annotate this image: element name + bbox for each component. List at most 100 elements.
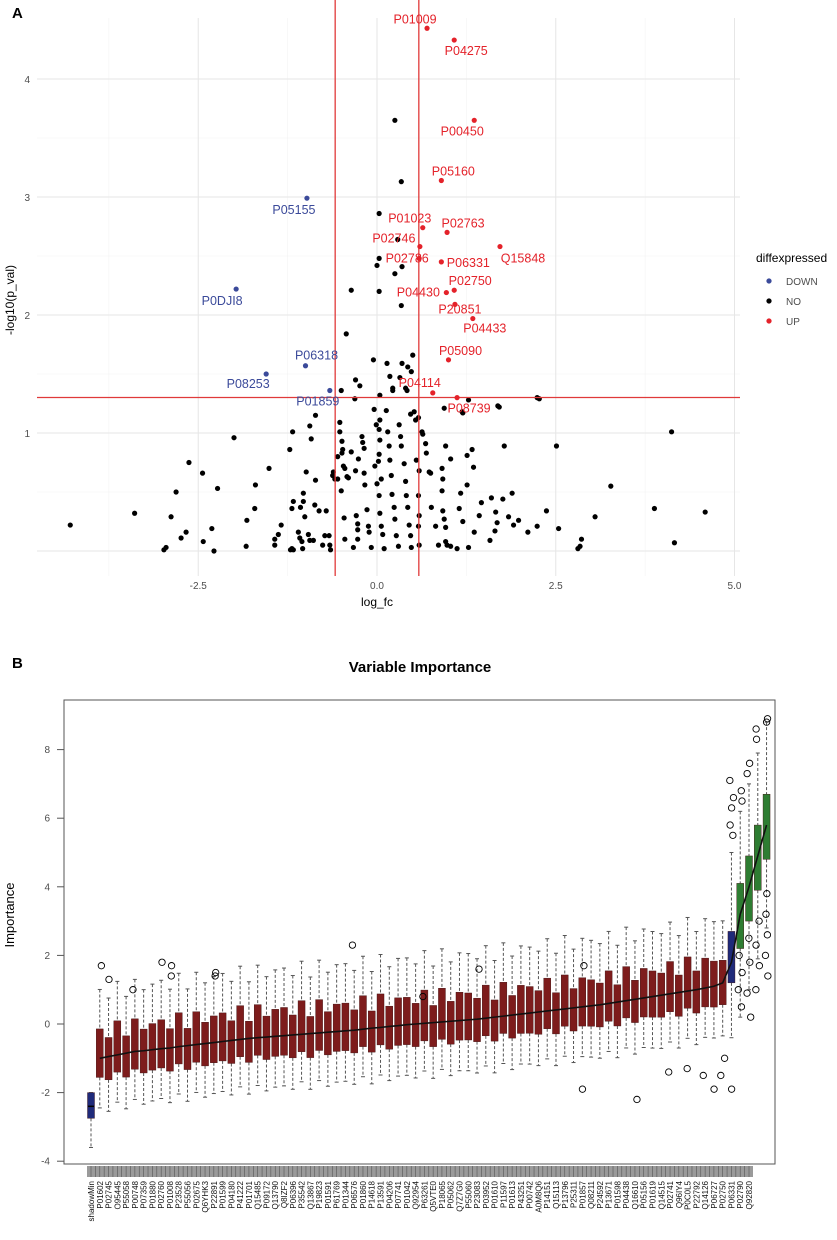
x-tick-label: Q16610 bbox=[631, 1180, 640, 1209]
x-tick-label: P01860 bbox=[359, 1180, 368, 1208]
point-no bbox=[355, 456, 362, 462]
point-up bbox=[471, 117, 477, 123]
y-tick-label: 1 bbox=[24, 429, 30, 440]
panel-b-letter: B bbox=[12, 655, 23, 672]
box-P01344 bbox=[341, 1002, 350, 1051]
x-tick-label: P03952 bbox=[482, 1180, 491, 1208]
x-tick-label: P25311 bbox=[570, 1180, 579, 1208]
outlier-point bbox=[212, 968, 220, 977]
box-P25311 bbox=[569, 988, 578, 1032]
point-no bbox=[460, 410, 466, 416]
x-tick-label: Q08211 bbox=[587, 1180, 596, 1208]
point-label: P02746 bbox=[372, 232, 415, 246]
outlier-point bbox=[727, 1085, 736, 1093]
x-tick-label: Q15485 bbox=[254, 1180, 263, 1209]
outlier-point bbox=[167, 962, 176, 970]
box-P22891 bbox=[210, 1015, 218, 1063]
box-P35542 bbox=[297, 1000, 306, 1052]
point-no bbox=[300, 546, 306, 552]
x-tick-label: P55056 bbox=[184, 1180, 193, 1208]
point-up bbox=[451, 287, 457, 293]
x-tick-label: P06727 bbox=[710, 1180, 719, 1208]
x-tick-label: A0M8Q6 bbox=[534, 1180, 543, 1212]
point-no bbox=[487, 537, 493, 543]
box-P01008 bbox=[166, 1028, 174, 1072]
outlier-point bbox=[665, 1068, 673, 1076]
box-P13591 bbox=[376, 993, 385, 1046]
box-P14151 bbox=[543, 977, 551, 1029]
point-no bbox=[178, 535, 184, 541]
point-no bbox=[501, 443, 507, 449]
point-no bbox=[67, 522, 73, 528]
point-label: P04114 bbox=[399, 376, 441, 390]
box-P01602 bbox=[96, 1028, 104, 1078]
point-no bbox=[275, 531, 281, 538]
point-no bbox=[297, 504, 304, 510]
point-down bbox=[263, 371, 269, 377]
outlier-point bbox=[755, 962, 764, 970]
point-no bbox=[252, 505, 258, 512]
point-no bbox=[278, 522, 284, 528]
y-tick-label: 2 bbox=[44, 951, 50, 962]
point-label: P02750 bbox=[449, 274, 492, 288]
box-P19823 bbox=[315, 999, 323, 1051]
x-tick-label: -2.5 bbox=[190, 581, 208, 592]
point-up bbox=[444, 229, 450, 235]
point-no bbox=[383, 407, 389, 414]
point-no bbox=[200, 538, 206, 545]
point-no bbox=[381, 546, 387, 552]
point-no bbox=[353, 513, 359, 519]
point-no bbox=[408, 533, 414, 539]
point-no bbox=[413, 457, 419, 463]
point-no bbox=[362, 482, 368, 488]
x-tick-label: P01857 bbox=[578, 1180, 587, 1208]
point-no bbox=[439, 465, 445, 471]
point-label: P04433 bbox=[463, 322, 506, 336]
y-axis-label: -log10(p_val) bbox=[3, 265, 17, 335]
point-no bbox=[341, 515, 347, 521]
box-P00748 bbox=[131, 1018, 139, 1070]
outlier-point bbox=[743, 989, 751, 997]
x-tick-label: Q8IZF2 bbox=[280, 1180, 289, 1208]
legend-label: DOWN bbox=[786, 277, 818, 288]
outlier-point bbox=[745, 934, 753, 942]
box-Q7Z7G0 bbox=[455, 992, 464, 1041]
point-no bbox=[403, 492, 409, 499]
point-label: P01859 bbox=[296, 395, 339, 409]
plot-frame bbox=[63, 699, 776, 1165]
point-no bbox=[397, 374, 403, 381]
box-P01613 bbox=[508, 995, 516, 1039]
box-P01619 bbox=[648, 970, 657, 1018]
point-no bbox=[327, 547, 334, 553]
point-no bbox=[410, 352, 416, 358]
legend-label: NO bbox=[786, 297, 801, 308]
box-Q8IZF2 bbox=[280, 1007, 288, 1056]
x-tick-label: P23528 bbox=[175, 1180, 184, 1208]
median-line bbox=[99, 824, 768, 1060]
point-no bbox=[357, 383, 363, 389]
point-no bbox=[378, 523, 384, 529]
box-P04438 bbox=[622, 966, 630, 1019]
panel-a-letter: A bbox=[12, 5, 23, 22]
x-tick-label: P05062 bbox=[447, 1180, 456, 1208]
outlier-point bbox=[752, 735, 761, 743]
point-no bbox=[361, 445, 367, 451]
point-up bbox=[451, 37, 457, 43]
point-no bbox=[392, 516, 398, 522]
x-tick-label: Q14126 bbox=[701, 1180, 710, 1209]
x-tick-label: 5.0 bbox=[728, 581, 742, 592]
point-no bbox=[553, 443, 560, 449]
point-no bbox=[384, 360, 390, 366]
point-no bbox=[398, 179, 404, 185]
x-tick-label: Q7Z7G0 bbox=[455, 1180, 464, 1211]
x-tick-label: P02745 bbox=[105, 1180, 114, 1208]
y-tick-label: 4 bbox=[44, 882, 50, 893]
point-no bbox=[355, 521, 361, 527]
x-tick-label: P04180 bbox=[227, 1180, 236, 1208]
point-no bbox=[396, 422, 402, 428]
x-tick-label: P06396 bbox=[289, 1180, 298, 1208]
point-label: P04430 bbox=[397, 286, 440, 300]
x-tick-label: P0C0L5 bbox=[684, 1180, 693, 1209]
point-label: P0DJI8 bbox=[202, 294, 243, 308]
outlier-point bbox=[752, 941, 760, 949]
